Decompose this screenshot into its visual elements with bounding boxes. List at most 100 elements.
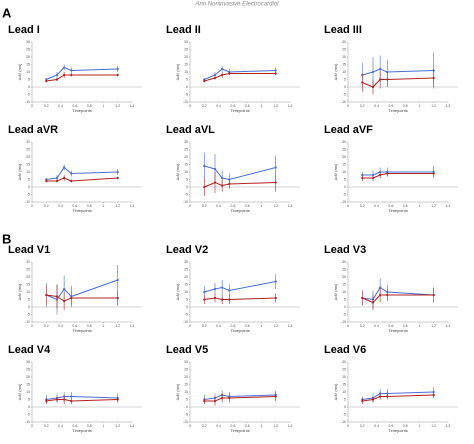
y-tick-label: 15: [342, 162, 346, 166]
y-tick-label: 25: [184, 47, 188, 51]
y-tick-label: -5: [27, 312, 30, 316]
y-axis-label: ΔdV (ms): [333, 63, 338, 80]
y-tick-label: 30: [342, 260, 346, 264]
y-tick-label: 10: [184, 390, 188, 394]
x-axis-label: Timepoints: [230, 208, 249, 213]
y-tick-label: -5: [343, 92, 346, 96]
y-tick-label: 5: [28, 77, 30, 81]
data-point: [55, 179, 59, 183]
data-point: [371, 85, 375, 89]
x-tick-label: 0.8: [245, 324, 250, 328]
x-axis-label: Timepoints: [72, 328, 91, 333]
x-tick-label: 1.2: [115, 324, 120, 328]
y-tick-label: -5: [27, 412, 30, 416]
y-tick-label: 10: [26, 70, 30, 74]
y-tick-label: 10: [26, 290, 30, 294]
data-point: [379, 67, 382, 71]
x-tick-label: 1: [102, 204, 104, 208]
y-axis-label: ΔdV (ms): [175, 163, 180, 180]
data-point: [116, 296, 119, 300]
x-tick-label: 0.8: [403, 204, 408, 208]
y-tick-label: 15: [26, 62, 30, 66]
x-tick-label: 0.8: [403, 324, 408, 328]
data-point: [221, 176, 224, 180]
x-axis-label: Timepoints: [72, 208, 91, 213]
x-tick-label: 0.4: [374, 324, 379, 328]
data-point: [63, 166, 66, 169]
y-tick-label: 5: [186, 297, 188, 301]
x-tick-label: 0.6: [388, 104, 393, 108]
x-tick-label: 0.6: [388, 204, 393, 208]
y-tick-label: 5: [344, 77, 346, 81]
x-tick-label: 1.4: [446, 424, 451, 428]
y-tick-label: -5: [27, 92, 30, 96]
section-label: A: [2, 5, 12, 20]
x-tick-label: 1: [418, 324, 420, 328]
x-tick-label: 1.2: [431, 424, 436, 428]
data-point: [371, 176, 375, 180]
x-tick-label: 0.6: [230, 324, 235, 328]
x-tick-label: 1: [418, 204, 420, 208]
data-point: [63, 398, 66, 401]
chart-title: Lead V6: [324, 344, 366, 356]
data-point: [371, 398, 375, 401]
y-axis-label: ΔdV (ms): [17, 283, 22, 300]
x-tick-label: 0: [189, 424, 191, 428]
x-axis-label: Timepoints: [388, 328, 407, 333]
x-tick-label: 0.6: [230, 204, 235, 208]
y-axis-label: ΔdV (ms): [17, 383, 22, 400]
y-tick-label: 30: [184, 260, 188, 264]
y-tick-label: -5: [343, 192, 346, 196]
y-tick-label: 5: [186, 77, 188, 81]
x-tick-label: 0: [31, 324, 33, 328]
chart-title: Lead V3: [324, 244, 366, 256]
y-tick-label: 30: [342, 40, 346, 44]
x-axis-label: Timepoints: [230, 328, 249, 333]
data-point: [371, 70, 375, 74]
x-tick-label: 0.6: [388, 324, 393, 328]
x-tick-label: 1.2: [115, 104, 120, 108]
x-tick-label: 1.4: [446, 204, 451, 208]
y-axis-label: ΔdV (ms): [175, 63, 180, 80]
chart-title: Lead V5: [166, 344, 208, 356]
y-tick-label: -10: [183, 100, 188, 104]
y-tick-label: 20: [342, 375, 346, 379]
y-tick-label: 15: [184, 282, 188, 286]
x-tick-label: 1: [102, 104, 104, 108]
y-axis-label: ΔdV (ms): [333, 283, 338, 300]
data-point: [221, 286, 224, 289]
data-point: [361, 296, 364, 300]
y-tick-label: 15: [184, 62, 188, 66]
y-tick-label: 25: [184, 267, 188, 271]
y-tick-label: 30: [184, 360, 188, 364]
chart-title: Lead V4: [8, 344, 51, 356]
x-tick-label: 0: [31, 204, 33, 208]
x-tick-label: 1: [418, 424, 420, 428]
data-point: [213, 296, 217, 300]
x-tick-label: 0.8: [403, 104, 408, 108]
x-axis-label: Timepoints: [72, 108, 91, 113]
data-point: [221, 73, 224, 77]
data-point: [70, 73, 73, 77]
y-tick-label: 5: [344, 297, 346, 301]
y-tick-label: 15: [184, 162, 188, 166]
data-point: [70, 296, 73, 300]
y-tick-label: 20: [184, 155, 188, 159]
y-tick-label: 0: [186, 85, 188, 89]
chart-title: Lead V2: [166, 244, 208, 256]
y-tick-label: -5: [343, 312, 346, 316]
y-tick-label: 30: [184, 140, 188, 144]
y-tick-label: 20: [184, 275, 188, 279]
data-point: [203, 185, 206, 189]
data-point: [274, 181, 277, 184]
y-tick-label: 20: [184, 55, 188, 59]
data-point: [274, 280, 277, 283]
y-tick-label: 25: [184, 147, 188, 151]
data-point: [116, 170, 119, 174]
chart-title: Lead III: [324, 24, 362, 36]
x-tick-label: 1: [260, 204, 262, 208]
y-tick-label: -5: [185, 92, 188, 96]
x-tick-label: 1.4: [288, 204, 293, 208]
data-point: [274, 296, 277, 300]
